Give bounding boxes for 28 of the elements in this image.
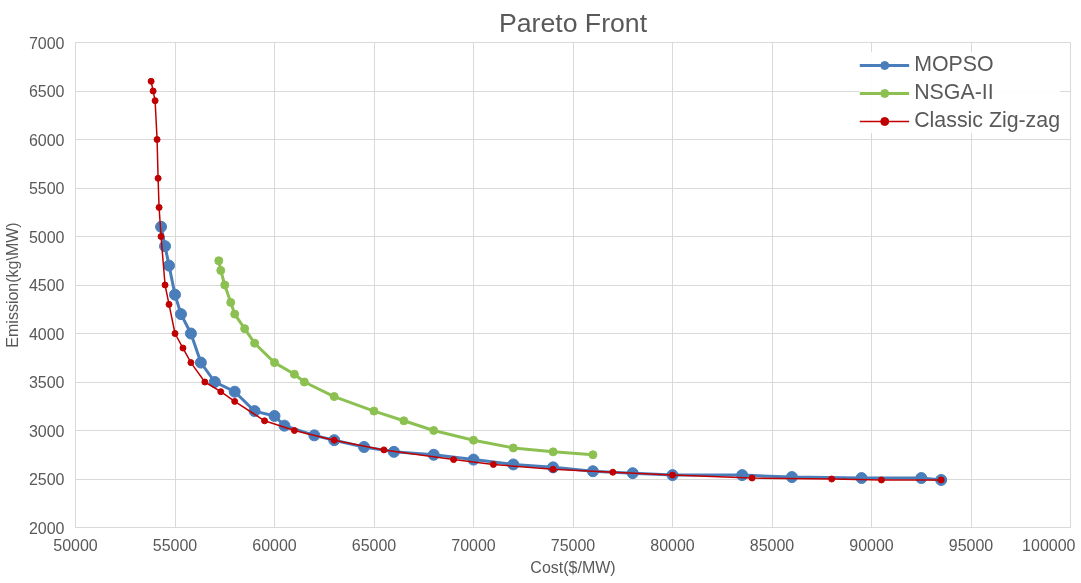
x-axis-title: Cost($/MW) bbox=[530, 558, 616, 576]
y-tick-label: 2500 bbox=[28, 471, 65, 488]
legend-label: NSGA-II bbox=[914, 80, 994, 105]
x-tick-label: 65000 bbox=[351, 536, 397, 554]
y-tick-label: 6000 bbox=[28, 131, 65, 149]
y-tick-label: 7000 bbox=[28, 34, 65, 52]
y-tick-label: 2000 bbox=[28, 519, 65, 537]
chart-title: Pareto Front bbox=[498, 7, 648, 38]
y-axis-title: Emission(kg\MW) bbox=[3, 222, 21, 348]
x-tick-label: 55000 bbox=[152, 536, 198, 554]
y-tick-label: 6500 bbox=[28, 83, 65, 100]
x-tick-label: 95000 bbox=[948, 536, 994, 554]
y-tick-label: 3000 bbox=[28, 422, 65, 440]
y-tick-label: 5000 bbox=[28, 228, 65, 246]
x-tick-label: 75000 bbox=[550, 536, 596, 554]
x-tick-label: 50000 bbox=[53, 536, 98, 554]
x-tick-label: 85000 bbox=[749, 536, 795, 554]
legend-label: MOPSO bbox=[914, 52, 994, 77]
y-tick-label: 5500 bbox=[28, 180, 65, 197]
x-tick-label: 100000 bbox=[1022, 536, 1076, 554]
legend-label: Classic Zig-zag bbox=[914, 108, 1060, 133]
x-tick-label: 60000 bbox=[252, 536, 297, 554]
x-tick-label: 80000 bbox=[650, 536, 695, 554]
x-tick-label: 70000 bbox=[451, 536, 496, 554]
x-tick-label: 90000 bbox=[849, 536, 894, 554]
y-tick-label: 4500 bbox=[28, 277, 65, 294]
y-tick-label: 3500 bbox=[28, 374, 65, 391]
y-tick-label: 4000 bbox=[28, 325, 65, 343]
